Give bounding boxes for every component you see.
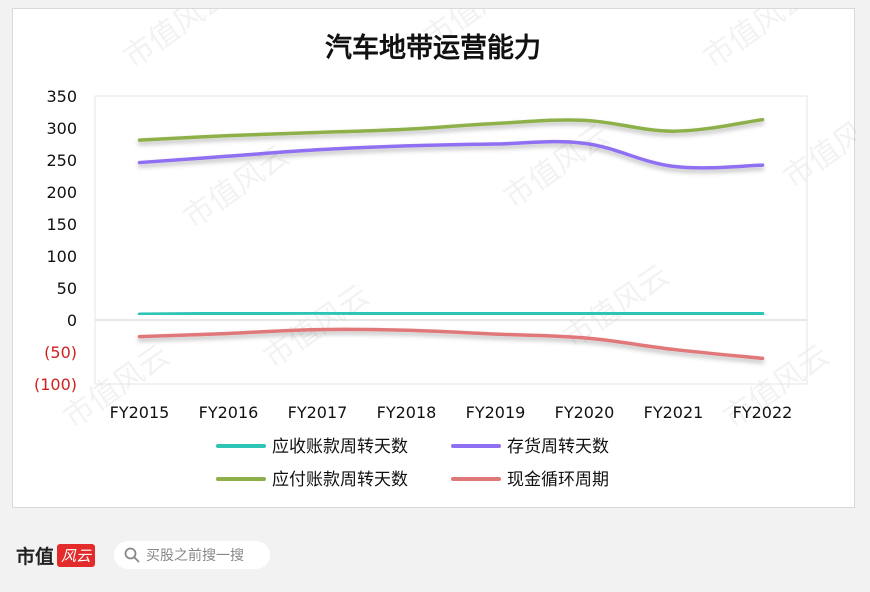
footer-bar: 市值 风云 买股之前搜一搜 <box>0 512 870 592</box>
plot-area <box>94 95 808 385</box>
x-axis: FY2015 FY2016 FY2017 FY2018 FY2019 FY2020 FY20… <box>110 403 793 422</box>
x-tick-label: FY2018 <box>377 403 437 422</box>
search-placeholder: 买股之前搜一搜 <box>146 548 244 564</box>
brand-logo-badge: 风云 <box>57 544 96 567</box>
watermark-text: 市值风云 <box>778 98 856 195</box>
y-tick-label: 0 <box>67 311 77 330</box>
watermark-layer: 市值风云市值风云市值风云市值风云市值风云市值风云市值风云市值风云市值风云市值风云 <box>58 9 856 436</box>
y-tick-label: 150 <box>46 215 77 234</box>
series-layer <box>137 117 765 361</box>
series-line <box>137 311 765 316</box>
y-tick-label: 350 <box>46 87 77 106</box>
y-tick-label: (50) <box>44 343 77 362</box>
x-tick-label: FY2015 <box>110 403 170 422</box>
brand-logo[interactable]: 市值 风云 <box>16 542 96 569</box>
search-icon <box>124 547 140 563</box>
legend-label: 现金循环周期 <box>507 470 609 490</box>
legend-label: 应收账款周转天数 <box>272 437 408 457</box>
x-tick-label: FY2020 <box>555 403 615 422</box>
y-tick-label: 250 <box>46 151 77 170</box>
watermark-text: 市值风云 <box>118 9 236 76</box>
y-tick-label: 50 <box>57 279 77 298</box>
x-tick-label: FY2022 <box>733 403 793 422</box>
y-axis: 350 300 250 200 150 100 50 0 (50) (100) <box>34 87 77 394</box>
series-line <box>137 117 765 142</box>
chart-title: 汽车地带运营能力 <box>325 32 541 64</box>
watermark-text: 市值风云 <box>498 118 616 215</box>
y-tick-label: 100 <box>46 247 77 266</box>
series-line <box>137 139 765 170</box>
x-tick-label: FY2017 <box>288 403 348 422</box>
y-tick-label: 300 <box>46 119 77 138</box>
watermark-text: 市值风云 <box>258 278 376 375</box>
brand-name: 市值 <box>16 546 55 568</box>
legend-label: 应付账款周转天数 <box>272 470 408 490</box>
search-input[interactable]: 买股之前搜一搜 <box>114 541 270 569</box>
x-tick-label: FY2016 <box>199 403 259 422</box>
x-tick-label: FY2021 <box>644 403 704 422</box>
y-tick-label: (100) <box>34 375 77 394</box>
line-chart: 市值风云市值风云市值风云市值风云市值风云市值风云市值风云市值风云市值风云市值风云… <box>34 9 856 490</box>
y-tick-label: 200 <box>46 183 77 202</box>
watermark-text: 市值风云 <box>698 9 816 76</box>
legend-label: 存货周转天数 <box>507 437 609 457</box>
x-tick-label: FY2019 <box>466 403 526 422</box>
chart-card: 市值风云市值风云市值风云市值风云市值风云市值风云市值风云市值风云市值风云市值风云… <box>12 8 856 508</box>
series-line <box>137 327 765 361</box>
